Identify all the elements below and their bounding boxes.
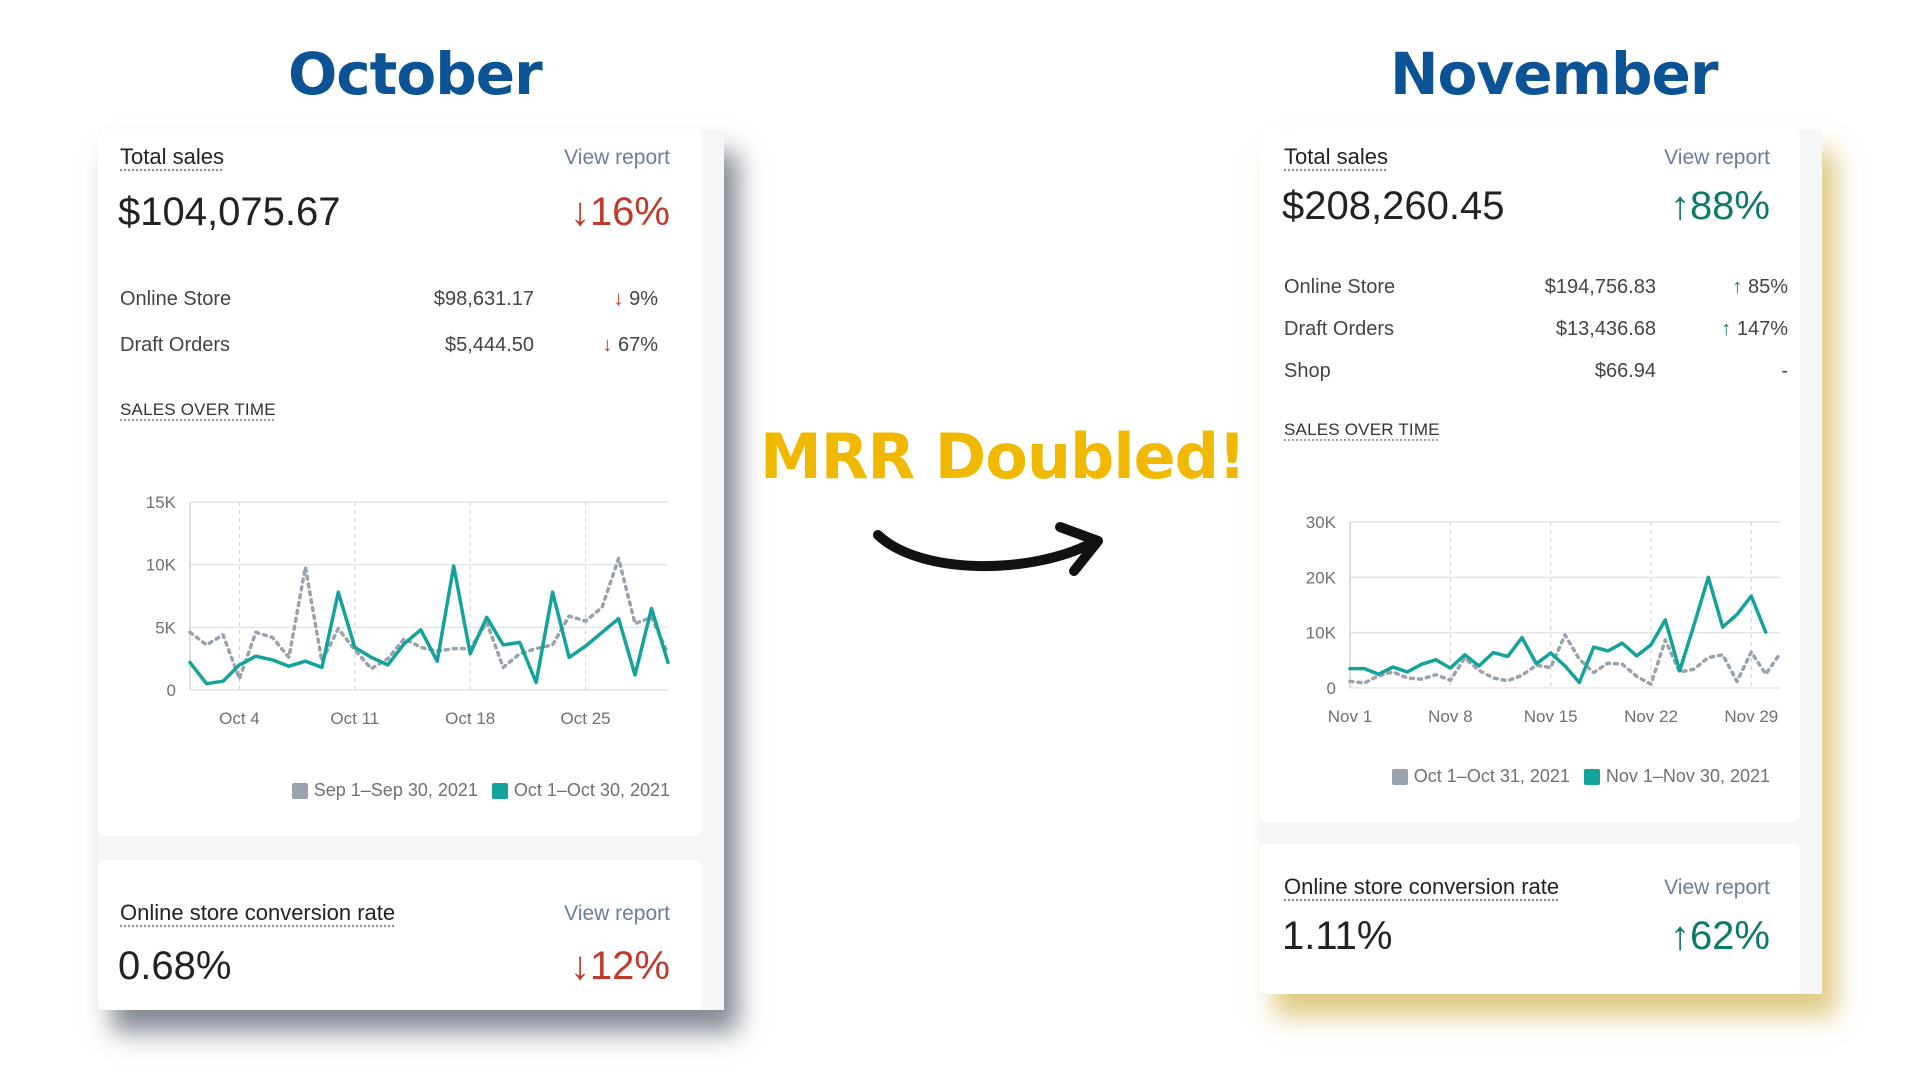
mrr-doubled-headline: MRR Doubled! — [760, 420, 1246, 493]
conversion-rate-value: 1.11% — [1282, 914, 1393, 958]
arrow-up-icon: ↑ — [1669, 184, 1690, 228]
breakdown-change: - — [1781, 360, 1788, 382]
breakdown-change: ↓ 67% — [602, 334, 658, 356]
breakdown-amount: $13,436.68 — [1555, 318, 1656, 340]
sales-over-time-label: SALES OVER TIME — [1284, 420, 1440, 439]
chart-legend: Oct 1–Oct 31, 2021 Nov 1–Nov 30, 2021 — [1391, 766, 1770, 787]
legend-previous-label: Sep 1–Sep 30, 2021 — [313, 780, 478, 800]
total-sales-change: ↓16% — [569, 190, 670, 234]
y-tick-label: 0 — [1327, 679, 1336, 698]
x-tick-label: Nov 1 — [1328, 707, 1372, 726]
breakdown-label: Draft Orders — [1284, 318, 1395, 340]
view-report-link[interactable]: View report — [1664, 146, 1770, 169]
legend-current-label: Nov 1–Nov 30, 2021 — [1605, 766, 1770, 786]
breakdown-row: Online Store $194,756.83 ↑ 85% — [1284, 276, 1788, 302]
october-title: October — [288, 40, 543, 108]
y-tick-label: 10K — [1306, 624, 1337, 643]
total-sales-title[interactable]: Total sales — [1284, 144, 1388, 169]
y-tick-label: 15K — [146, 493, 177, 512]
legend-swatch-current — [1583, 768, 1600, 785]
y-tick-label: 0 — [167, 681, 176, 700]
y-tick-label: 30K — [1306, 513, 1337, 532]
arrow-up-icon: ↑ — [1721, 318, 1732, 340]
breakdown-amount: $5,444.50 — [445, 334, 534, 356]
november-dashboard-panel: Total sales View report $208,260.45 ↑88%… — [1260, 130, 1822, 994]
x-tick-label: Nov 8 — [1428, 707, 1472, 726]
conversion-rate-value: 0.68% — [118, 944, 232, 988]
breakdown-change: ↑ 147% — [1721, 318, 1788, 340]
conversion-rate-card: Online store conversion rate View report… — [98, 860, 702, 1010]
total-sales-card: Total sales View report $208,260.45 ↑88%… — [1260, 130, 1800, 822]
y-tick-label: 5K — [155, 618, 176, 637]
october-sales-chart: 0 5K 10K 15K Oct 4 Oct 11 Oct 18 Oct 25 — [146, 493, 670, 728]
legend-swatch-current — [491, 782, 508, 799]
breakdown-change: ↑ 85% — [1732, 276, 1788, 298]
previous-period-series-line — [1348, 633, 1782, 686]
breakdown-row: Draft Orders $5,444.50 ↓ 67% — [120, 334, 680, 360]
breakdown-amount: $98,631.17 — [433, 288, 534, 310]
y-tick-label: 20K — [1306, 568, 1337, 587]
total-sales-card: Total sales View report $104,075.67 ↓16%… — [98, 130, 702, 836]
legend-current-label: Oct 1–Oct 30, 2021 — [513, 780, 670, 800]
y-tick-label: 10K — [146, 556, 177, 575]
breakdown-amount: $66.94 — [1594, 360, 1656, 382]
arrow-down-icon: ↓ — [613, 288, 624, 310]
legend-previous-label: Oct 1–Oct 31, 2021 — [1413, 766, 1570, 786]
breakdown-label: Shop — [1284, 360, 1331, 382]
view-report-link[interactable]: View report — [564, 146, 670, 169]
breakdown-change: ↓ 9% — [613, 288, 658, 310]
arrow-down-icon: ↓ — [569, 190, 590, 234]
legend-swatch-previous — [1391, 768, 1408, 785]
sales-over-time-label: SALES OVER TIME — [120, 400, 276, 419]
legend-swatch-previous — [291, 782, 308, 799]
current-period-series-line — [1348, 575, 1768, 685]
curved-arrow-right-icon — [873, 522, 1103, 576]
x-tick-label: Nov 29 — [1724, 707, 1778, 726]
breakdown-row: Shop $66.94 - — [1284, 360, 1788, 386]
conversion-rate-title[interactable]: Online store conversion rate — [120, 900, 396, 925]
total-sales-change: ↑88% — [1669, 184, 1770, 228]
x-tick-label: Oct 18 — [445, 709, 495, 728]
conversion-rate-change: ↓12% — [569, 944, 670, 988]
total-sales-value: $208,260.45 — [1282, 184, 1505, 228]
breakdown-label: Online Store — [1284, 276, 1396, 298]
arrow-down-icon: ↓ — [569, 944, 590, 988]
x-tick-label: Nov 15 — [1524, 707, 1578, 726]
total-sales-value: $104,075.67 — [118, 190, 341, 234]
breakdown-label: Draft Orders — [120, 334, 231, 356]
chart-legend: Sep 1–Sep 30, 2021 Oct 1–Oct 30, 2021 — [291, 780, 670, 801]
breakdown-label: Online Store — [120, 288, 232, 310]
view-report-link[interactable]: View report — [564, 902, 670, 925]
breakdown-row: Online Store $98,631.17 ↓ 9% — [120, 288, 680, 314]
total-sales-title[interactable]: Total sales — [120, 144, 224, 169]
november-title: November — [1390, 40, 1718, 108]
x-tick-label: Nov 22 — [1624, 707, 1678, 726]
view-report-link[interactable]: View report — [1664, 876, 1770, 899]
breakdown-row: Draft Orders $13,436.68 ↑ 147% — [1284, 318, 1788, 344]
november-sales-chart: 0 10K 20K 30K Nov 1 Nov 8 Nov 15 Nov 22 Nov 29 — [1306, 513, 1782, 726]
x-tick-label: Oct 4 — [219, 709, 260, 728]
breakdown-amount: $194,756.83 — [1544, 276, 1656, 298]
x-tick-label: Oct 11 — [330, 709, 379, 728]
current-period-series-line — [188, 564, 670, 686]
conversion-rate-title[interactable]: Online store conversion rate — [1284, 874, 1560, 899]
arrow-down-icon: ↓ — [602, 334, 613, 356]
previous-period-series-line — [188, 556, 670, 681]
october-dashboard-panel: Total sales View report $104,075.67 ↓16%… — [98, 130, 724, 1010]
arrow-up-icon: ↑ — [1732, 276, 1743, 298]
arrow-up-icon: ↑ — [1669, 914, 1690, 958]
conversion-rate-card: Online store conversion rate View report… — [1260, 844, 1800, 994]
conversion-rate-change: ↑62% — [1669, 914, 1770, 958]
x-tick-label: Oct 25 — [561, 709, 611, 728]
